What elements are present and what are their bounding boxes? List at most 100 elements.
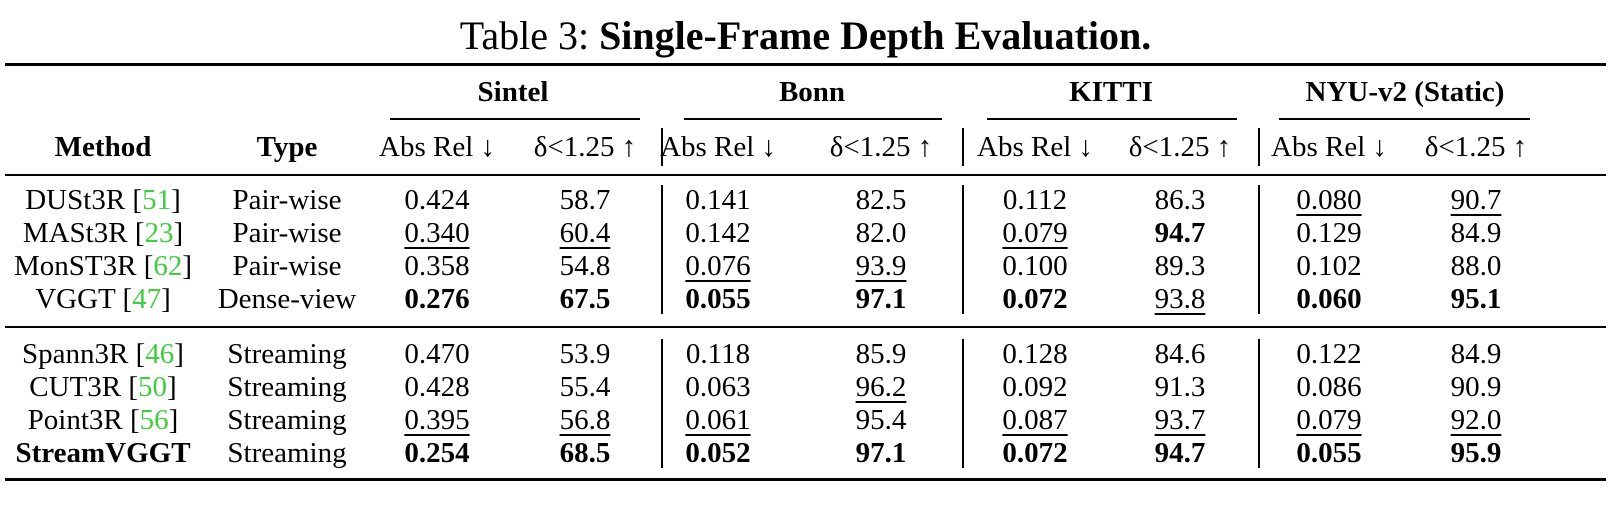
metric-value: 0.276 xyxy=(404,283,470,315)
dataset-underline xyxy=(684,118,942,120)
metric-value: 85.9 xyxy=(855,338,907,370)
column-separator xyxy=(1258,128,1260,166)
metric-value: 96.2 xyxy=(855,371,907,403)
column-separator xyxy=(661,185,663,314)
metric-value: 0.060 xyxy=(1296,283,1362,315)
metric-value: 84.9 xyxy=(1450,217,1502,249)
method-type: Streaming xyxy=(227,404,347,436)
metric-header: δ<1.25 ↑ xyxy=(533,131,637,163)
method-label: MonST3R xyxy=(13,250,137,282)
method-name: Spann3R [46] xyxy=(22,337,184,371)
dataset-underline xyxy=(1279,118,1530,120)
citation-bracket: ] xyxy=(182,250,193,282)
metric-value: 82.5 xyxy=(855,184,907,216)
method-type: Pair-wise xyxy=(232,250,342,282)
metric-value: 97.1 xyxy=(855,437,907,469)
column-separator xyxy=(661,128,663,166)
method-label: CUT3R xyxy=(29,371,122,403)
column-separator xyxy=(1258,339,1260,468)
metric-value: 94.7 xyxy=(1154,217,1206,249)
group-divider xyxy=(5,326,1606,328)
metric-value: 0.079 xyxy=(1296,404,1362,436)
method-type: Pair-wise xyxy=(232,217,342,249)
caption-prefix: Table 3: xyxy=(459,13,590,58)
metric-value: 84.6 xyxy=(1154,338,1206,370)
column-separator xyxy=(962,339,964,468)
metric-value: 89.3 xyxy=(1154,250,1206,282)
metric-value: 95.1 xyxy=(1450,283,1502,315)
method-name: MASt3R [23] xyxy=(23,216,183,250)
citation-bracket: [ xyxy=(125,184,143,216)
metric-value: 0.052 xyxy=(685,437,751,469)
citation-link[interactable]: 47 xyxy=(132,283,162,315)
citation-bracket: ] xyxy=(168,404,179,436)
dataset-header: Bonn xyxy=(778,76,846,108)
citation-bracket: ] xyxy=(167,371,177,403)
metric-value: 53.9 xyxy=(559,338,611,370)
metric-value: 88.0 xyxy=(1450,250,1502,282)
top-rule xyxy=(5,63,1606,66)
metric-value: 0.118 xyxy=(685,338,751,370)
metric-value: 60.4 xyxy=(559,217,611,249)
method-name: DUSt3R [51] xyxy=(25,183,181,217)
citation-link[interactable]: 23 xyxy=(144,217,174,249)
type-header: Type xyxy=(256,131,318,163)
metric-value: 82.0 xyxy=(855,217,907,249)
metric-value: 90.9 xyxy=(1450,371,1502,403)
method-type: Streaming xyxy=(227,338,347,370)
citation-link[interactable]: 56 xyxy=(139,404,169,436)
method-header: Method xyxy=(54,131,152,163)
metric-value: 0.340 xyxy=(404,217,470,249)
metric-value: 0.128 xyxy=(1002,338,1068,370)
metric-value: 58.7 xyxy=(559,184,611,216)
metric-value: 55.4 xyxy=(559,371,611,403)
dataset-underline xyxy=(390,118,640,120)
metric-value: 90.7 xyxy=(1450,184,1502,216)
citation-bracket: [ xyxy=(121,371,139,403)
metric-value: 0.100 xyxy=(1002,250,1068,282)
metric-value: 0.080 xyxy=(1296,184,1362,216)
metric-value: 0.428 xyxy=(404,371,470,403)
metric-value: 0.122 xyxy=(1296,338,1362,370)
metric-value: 0.254 xyxy=(404,437,470,469)
method-name: VGGT [47] xyxy=(35,282,171,316)
citation-bracket: [ xyxy=(115,283,133,315)
method-name: MonST3R [62] xyxy=(14,249,192,283)
metric-value: 97.1 xyxy=(855,283,907,315)
header-rule xyxy=(5,174,1606,176)
metric-value: 0.063 xyxy=(685,371,751,403)
method-label: MASt3R xyxy=(22,217,128,249)
metric-value: 0.102 xyxy=(1296,250,1362,282)
metric-header: Abs Rel ↓ xyxy=(660,131,776,163)
citation-bracket: [ xyxy=(128,338,146,370)
metric-value: 68.5 xyxy=(559,437,611,469)
method-label: Point3R xyxy=(27,404,123,436)
metric-value: 0.112 xyxy=(1002,184,1068,216)
citation-link[interactable]: 46 xyxy=(145,338,175,370)
dataset-header: NYU-v2 (Static) xyxy=(1305,76,1505,108)
table-caption: Table 3: Single-Frame Depth Evaluation. xyxy=(0,10,1611,62)
metric-value: 0.470 xyxy=(404,338,470,370)
method-name: StreamVGGT xyxy=(15,436,190,470)
metric-value: 67.5 xyxy=(559,283,611,315)
citation-link[interactable]: 50 xyxy=(138,371,168,403)
metric-value: 0.424 xyxy=(404,184,470,216)
citation-bracket: ] xyxy=(161,283,171,315)
citation-link[interactable]: 62 xyxy=(153,250,183,282)
metric-value: 0.087 xyxy=(1002,404,1068,436)
metric-header: δ<1.25 ↑ xyxy=(1128,131,1232,163)
citation-bracket: ] xyxy=(171,184,181,216)
citation-bracket: [ xyxy=(127,217,145,249)
metric-value: 84.9 xyxy=(1450,338,1502,370)
method-name: CUT3R [50] xyxy=(29,370,176,404)
metric-value: 0.141 xyxy=(685,184,751,216)
metric-header: Abs Rel ↓ xyxy=(1271,131,1387,163)
metric-value: 56.8 xyxy=(559,404,611,436)
dataset-underline xyxy=(987,118,1237,120)
method-label: StreamVGGT xyxy=(15,437,191,469)
metric-value: 0.055 xyxy=(685,283,751,315)
citation-link[interactable]: 51 xyxy=(142,184,172,216)
metric-value: 93.7 xyxy=(1154,404,1206,436)
metric-value: 86.3 xyxy=(1154,184,1206,216)
metric-header: Abs Rel ↓ xyxy=(379,131,495,163)
